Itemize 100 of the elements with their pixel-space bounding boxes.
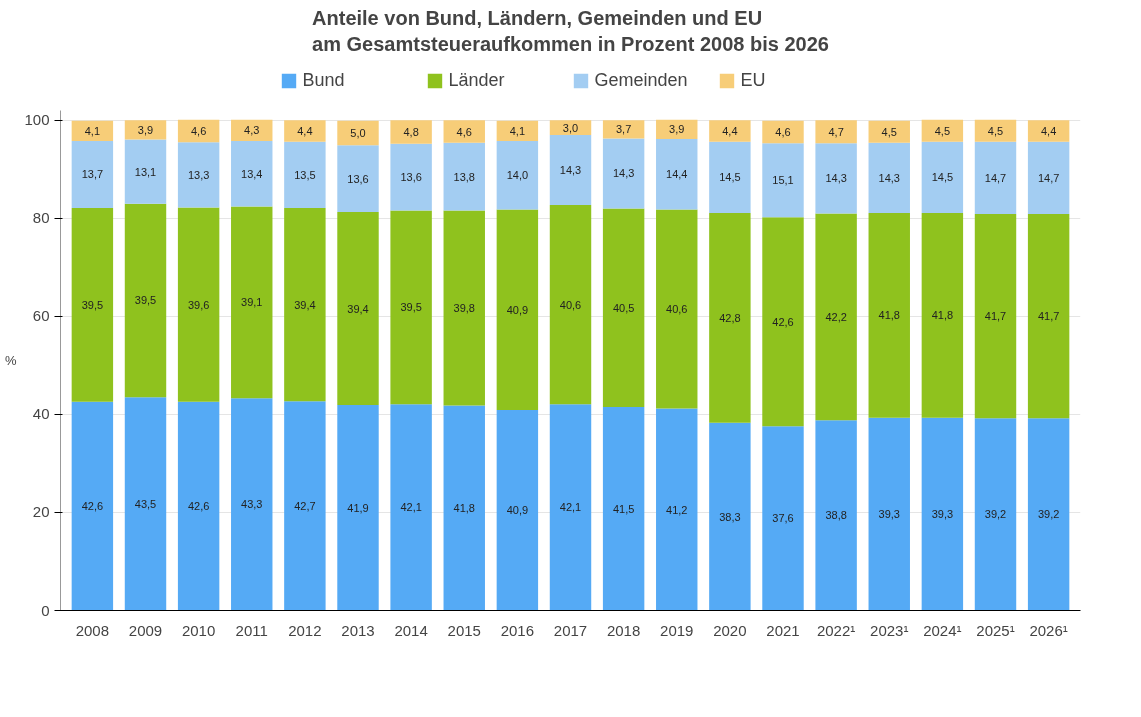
y-tick-label: 40 (32, 405, 50, 423)
x-tick-label: 2023¹ (870, 621, 909, 639)
x-tick-label: 2015 (447, 621, 481, 639)
bar (231, 140, 273, 207)
data-label: 42,2 (825, 310, 847, 323)
bar (231, 206, 273, 399)
bar (177, 207, 220, 402)
bar (496, 410, 539, 611)
x-tick-label: 2017 (553, 621, 588, 639)
data-label: 4,6 (190, 125, 207, 138)
data-label: 40,6 (666, 303, 688, 316)
data-label: 38,3 (719, 510, 741, 523)
data-label: 4,5 (987, 124, 1004, 137)
bar (496, 140, 539, 210)
x-tick-label: 2025¹ (976, 621, 1015, 639)
data-label: 41,9 (347, 501, 369, 514)
bar (815, 120, 857, 144)
data-label: 42,1 (559, 501, 582, 514)
data-label: 4,1 (509, 124, 526, 137)
bar (549, 404, 592, 611)
legend-label: Länder (448, 69, 506, 91)
data-label: 41,2 (666, 503, 688, 516)
x-tick-label: 2019 (660, 621, 694, 639)
bar (656, 209, 698, 409)
data-label: 39,6 (187, 298, 210, 311)
bar (124, 139, 167, 204)
bar (177, 142, 220, 208)
bar (124, 203, 167, 398)
bar (71, 208, 114, 402)
data-label: 13,7 (81, 168, 104, 181)
bar (709, 120, 751, 142)
bar (284, 120, 326, 142)
data-label: 41,7 (1037, 310, 1060, 323)
data-label: 4,5 (881, 125, 897, 138)
chart-title: Anteile von Bund, Ländern, Gemeinden und EU am Gesamtsteueraufkommen in Prozent 2008 bis 2026 (312, 7, 829, 56)
x-tick-label: 2026¹ (1029, 621, 1068, 639)
data-label: 41,8 (453, 502, 475, 515)
data-label: 39,3 (931, 508, 954, 521)
y-tick-label: 60 (32, 307, 50, 325)
bar (815, 143, 857, 214)
legend-label: Gemeinden (594, 69, 689, 91)
data-label: 4,7 (828, 125, 844, 138)
data-label: 39,5 (134, 294, 157, 307)
bar (337, 211, 379, 406)
bar (337, 120, 379, 146)
bar (656, 408, 698, 611)
legend-label: EU (740, 69, 767, 91)
bar (974, 119, 1017, 142)
bar (602, 138, 645, 209)
data-label: 14,5 (719, 171, 741, 184)
y-tick-label: 80 (32, 209, 50, 227)
bar (974, 418, 1017, 611)
y-tick-label: 0 (41, 601, 50, 619)
data-label: 42,1 (400, 501, 422, 514)
data-label: 13,6 (400, 171, 422, 184)
bar (443, 210, 485, 406)
data-label: 14,4 (666, 168, 688, 181)
bar (921, 141, 964, 213)
data-label: 3,9 (137, 123, 154, 136)
x-tick-label: 2012 (288, 621, 322, 639)
data-label: 14,7 (1037, 171, 1060, 184)
data-label: 38,8 (825, 509, 847, 522)
bar (868, 120, 910, 143)
bar (815, 213, 857, 421)
bar (868, 142, 910, 213)
bar (549, 205, 592, 405)
x-tick-label: 2011 (235, 621, 268, 639)
data-label: 41,8 (931, 309, 954, 322)
bar (443, 405, 485, 611)
x-tick-label: 2018 (606, 621, 641, 639)
data-label: 5,0 (350, 127, 366, 140)
data-label: 14,3 (612, 167, 635, 180)
data-label: 4,4 (722, 125, 738, 138)
data-label: 41,5 (612, 502, 635, 515)
data-label: 14,0 (506, 169, 529, 182)
data-label: 3,9 (669, 123, 685, 136)
data-label: 14,3 (878, 171, 900, 184)
data-label: 39,1 (241, 296, 263, 309)
data-label: 42,6 (187, 500, 210, 513)
bar (443, 142, 485, 211)
data-label: 40,9 (506, 303, 529, 316)
bar (443, 120, 485, 143)
data-label: 13,4 (241, 167, 263, 180)
bar (974, 213, 1017, 419)
bar (390, 404, 432, 611)
data-label: 39,8 (453, 302, 475, 315)
bar (231, 398, 273, 611)
data-label: 4,5 (934, 124, 951, 137)
bar (390, 120, 432, 144)
bar (549, 135, 592, 206)
data-label: 13,5 (294, 168, 316, 181)
data-label: 40,9 (506, 504, 529, 517)
bar (496, 209, 539, 411)
data-label: 3,0 (562, 121, 579, 134)
x-tick-label: 2024¹ (923, 621, 962, 639)
bar (71, 401, 114, 611)
legend-label: Bund (302, 69, 346, 91)
y-tick-label: 20 (32, 503, 50, 521)
data-label: 39,4 (347, 302, 369, 315)
y-axis-title: % (4, 353, 17, 368)
